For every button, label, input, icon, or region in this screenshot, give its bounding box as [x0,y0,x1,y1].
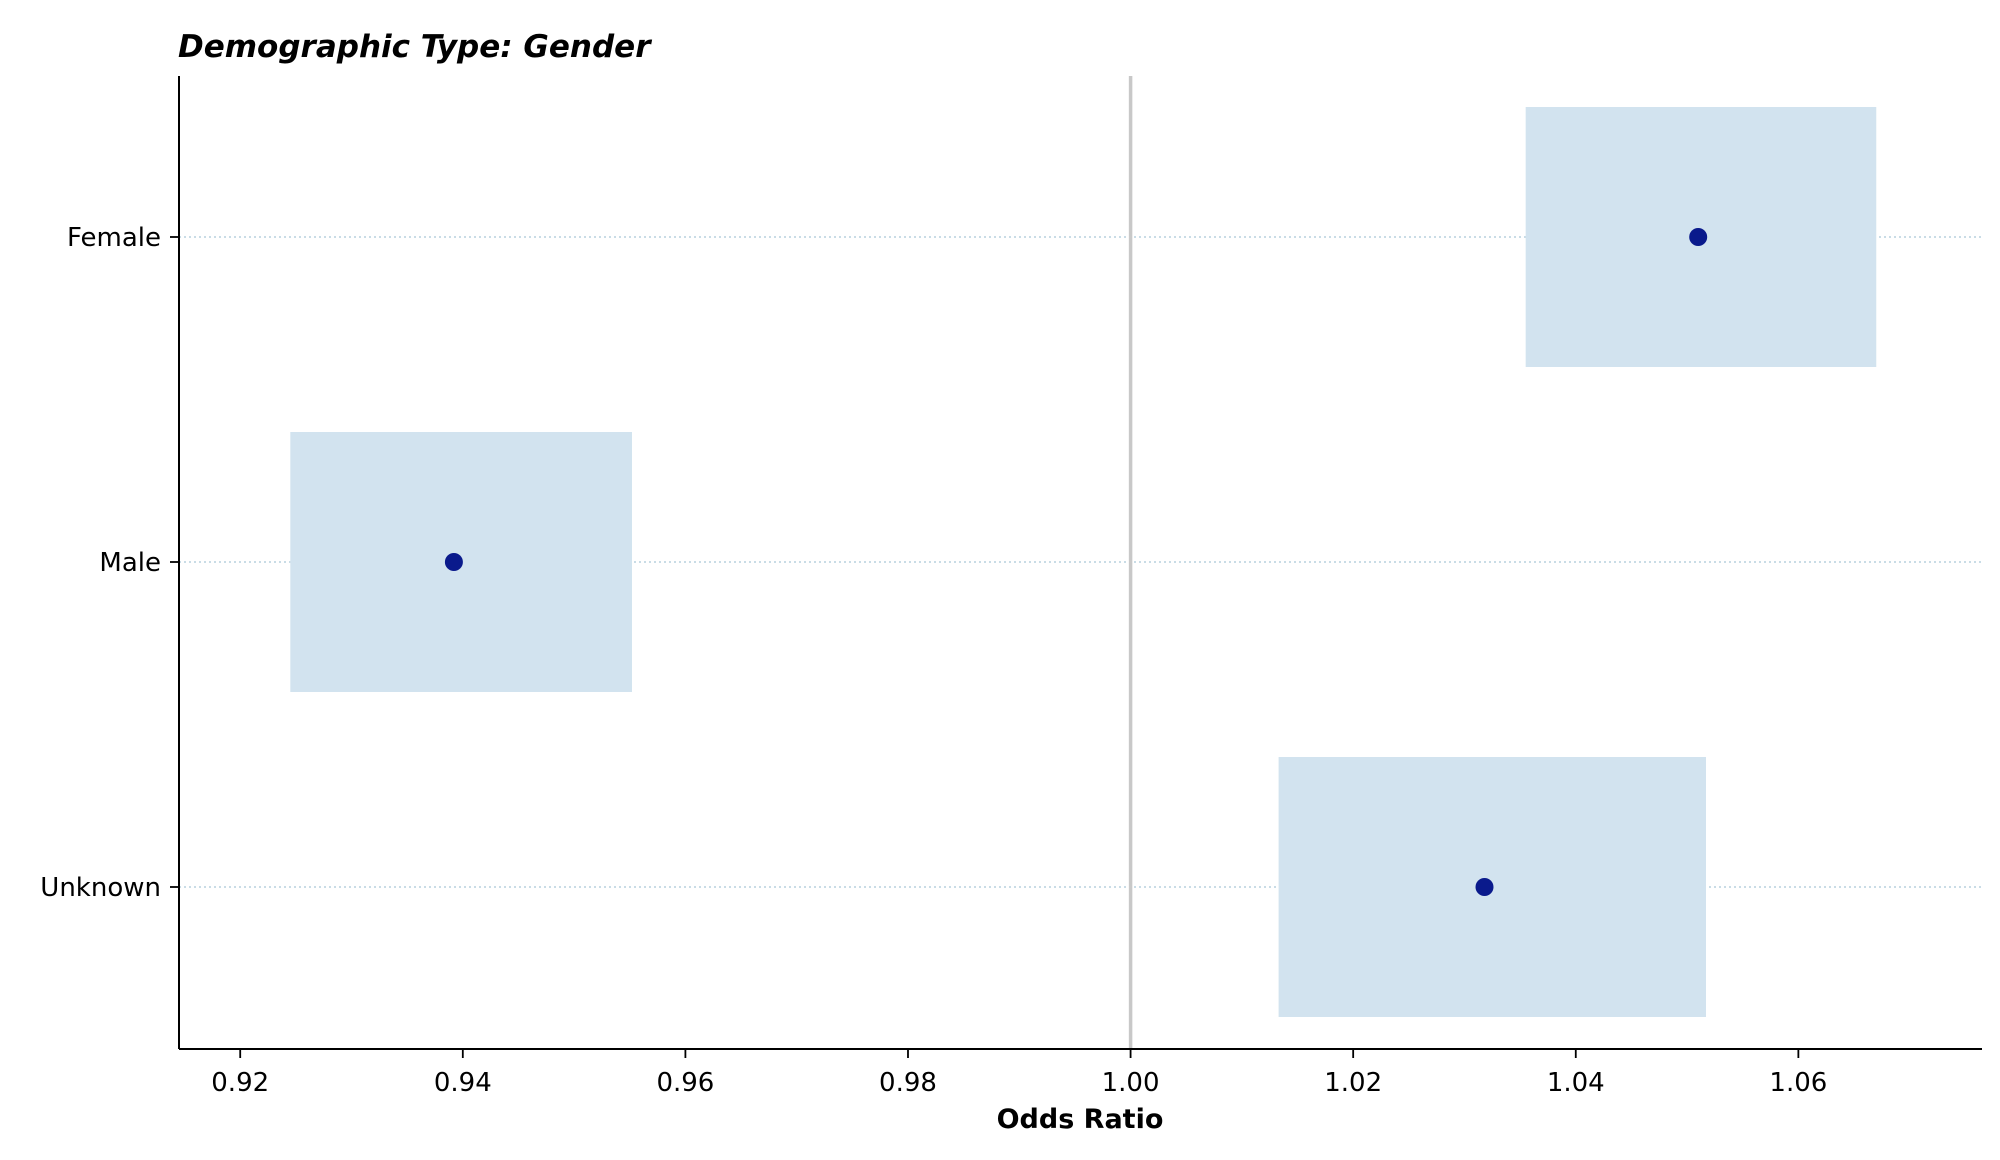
point-female [1689,228,1708,246]
y-tick-label: Unknown [40,873,161,903]
x-tick-label: 0.92 [211,1068,269,1098]
x-tick-label: 0.98 [879,1068,937,1098]
x-tick-label: 1.04 [1547,1068,1605,1098]
x-ticks: 0.92 0.94 0.96 0.98 1.00 1.02 1.04 1.06 [211,1049,1827,1098]
x-tick-label: 0.96 [656,1068,714,1098]
x-tick-label: 1.06 [1769,1068,1827,1098]
chart-title: Demographic Type: Gender [178,29,652,65]
y-tick-label: Male [99,548,161,578]
y-ticks: Female Male Unknown [40,223,179,903]
point-unknown [1475,878,1494,896]
x-tick-label: 1.02 [1324,1068,1382,1098]
x-tick-label: 1.00 [1102,1068,1160,1098]
x-axis-label: Odds Ratio [997,1104,1164,1135]
x-tick-label: 0.94 [434,1068,492,1098]
data-points [444,228,1708,896]
point-male [444,553,463,571]
y-tick-label: Female [67,223,161,253]
